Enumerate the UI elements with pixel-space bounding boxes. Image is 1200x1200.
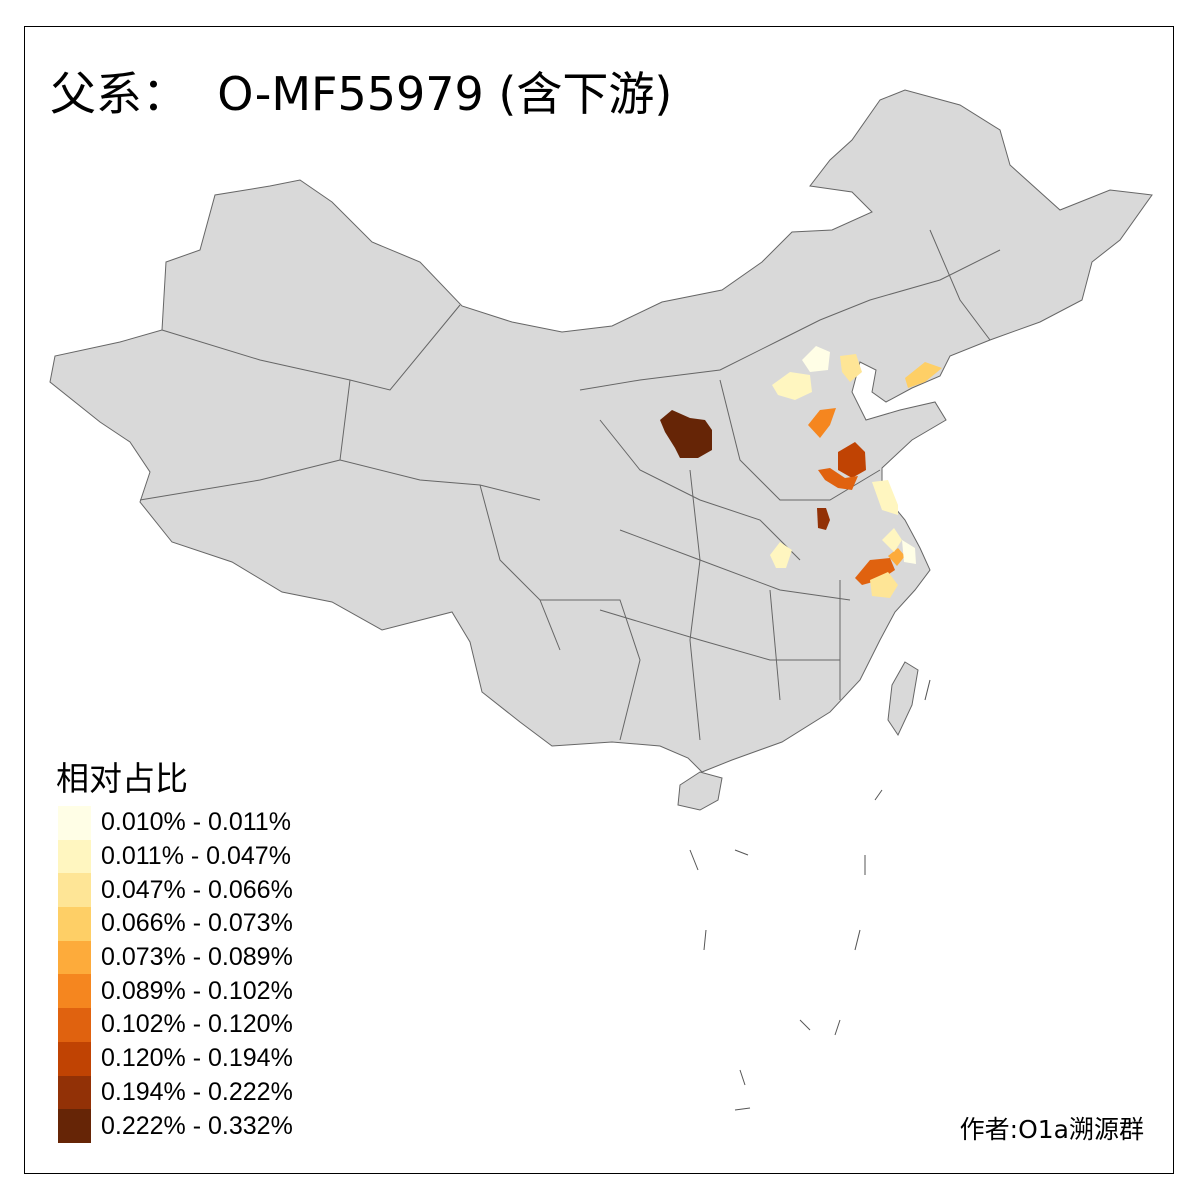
legend: 0.010% - 0.011% 0.011% - 0.047% 0.047% - 0… bbox=[58, 806, 293, 1143]
legend-item: 0.073% - 0.089% bbox=[58, 940, 293, 975]
legend-label: 0.222% - 0.332% bbox=[101, 1111, 293, 1140]
legend-title: 相对占比 bbox=[56, 759, 188, 798]
legend-swatch bbox=[58, 839, 91, 874]
legend-label: 0.089% - 0.102% bbox=[101, 976, 293, 1005]
region-0.010-0.011 bbox=[802, 346, 830, 372]
legend-swatch bbox=[58, 873, 91, 908]
region-0.102-0.120-a bbox=[818, 468, 858, 490]
region-0.047-0.066 bbox=[840, 354, 862, 382]
legend-item: 0.089% - 0.102% bbox=[58, 974, 293, 1009]
map-title: 父系： O-MF55979 (含下游) bbox=[50, 67, 673, 121]
legend-swatch bbox=[58, 907, 91, 941]
province-borders bbox=[139, 229, 1001, 741]
legend-item: 0.102% - 0.120% bbox=[58, 1008, 293, 1042]
region-0.120-0.194 bbox=[838, 442, 866, 478]
legend-swatch bbox=[58, 1041, 91, 1076]
legend-item: 0.011% - 0.047% bbox=[58, 839, 293, 874]
legend-item: 0.047% - 0.066% bbox=[58, 873, 293, 908]
legend-label: 0.047% - 0.066% bbox=[101, 875, 293, 904]
author-credit: 作者:O1a溯源群 bbox=[959, 1115, 1144, 1144]
legend-swatch bbox=[58, 1075, 91, 1110]
taiwan-island bbox=[887, 661, 919, 737]
legend-item: 0.194% - 0.222% bbox=[58, 1075, 293, 1110]
legend-item: 0.010% - 0.011% bbox=[58, 806, 293, 840]
region-0.194-0.222 bbox=[817, 508, 830, 530]
region-0.089-0.102 bbox=[808, 408, 836, 438]
region-0.102-0.120-b bbox=[855, 558, 895, 585]
legend-swatch bbox=[58, 806, 91, 840]
legend-label: 0.011% - 0.047% bbox=[101, 842, 291, 871]
legend-label: 0.010% - 0.011% bbox=[101, 808, 291, 837]
region-0.222-0.332 bbox=[660, 410, 712, 458]
legend-item: 0.222% - 0.332% bbox=[58, 1109, 293, 1143]
mainland-outline bbox=[49, 89, 1153, 773]
legend-label: 0.073% - 0.089% bbox=[101, 943, 293, 972]
region-0.047-0.066-b bbox=[870, 572, 898, 598]
region-0.011-0.047-c bbox=[770, 542, 792, 568]
region-0.073-0.089 bbox=[888, 548, 905, 566]
land bbox=[49, 89, 1153, 811]
legend-swatch bbox=[58, 1008, 91, 1042]
region-0.066-0.073 bbox=[905, 362, 942, 388]
region-0.011-0.047-a bbox=[772, 372, 812, 400]
colored-regions bbox=[660, 346, 942, 598]
plot-frame bbox=[24, 26, 1174, 1174]
region-0.011-0.047-b bbox=[872, 480, 898, 515]
legend-label: 0.120% - 0.194% bbox=[101, 1044, 293, 1073]
legend-label: 0.194% - 0.222% bbox=[101, 1077, 293, 1106]
legend-item: 0.120% - 0.194% bbox=[58, 1041, 293, 1076]
hainan-island bbox=[677, 771, 723, 811]
region-0.011-0.047-d bbox=[882, 528, 902, 552]
legend-swatch bbox=[58, 940, 91, 975]
legend-label: 0.066% - 0.073% bbox=[101, 909, 293, 938]
region-0.010-0.011-b bbox=[902, 540, 916, 564]
legend-swatch bbox=[58, 1109, 91, 1143]
legend-item: 0.066% - 0.073% bbox=[58, 907, 293, 941]
legend-swatch bbox=[58, 974, 91, 1009]
south-sea-islands bbox=[689, 679, 931, 1111]
legend-label: 0.102% - 0.120% bbox=[101, 1010, 293, 1039]
